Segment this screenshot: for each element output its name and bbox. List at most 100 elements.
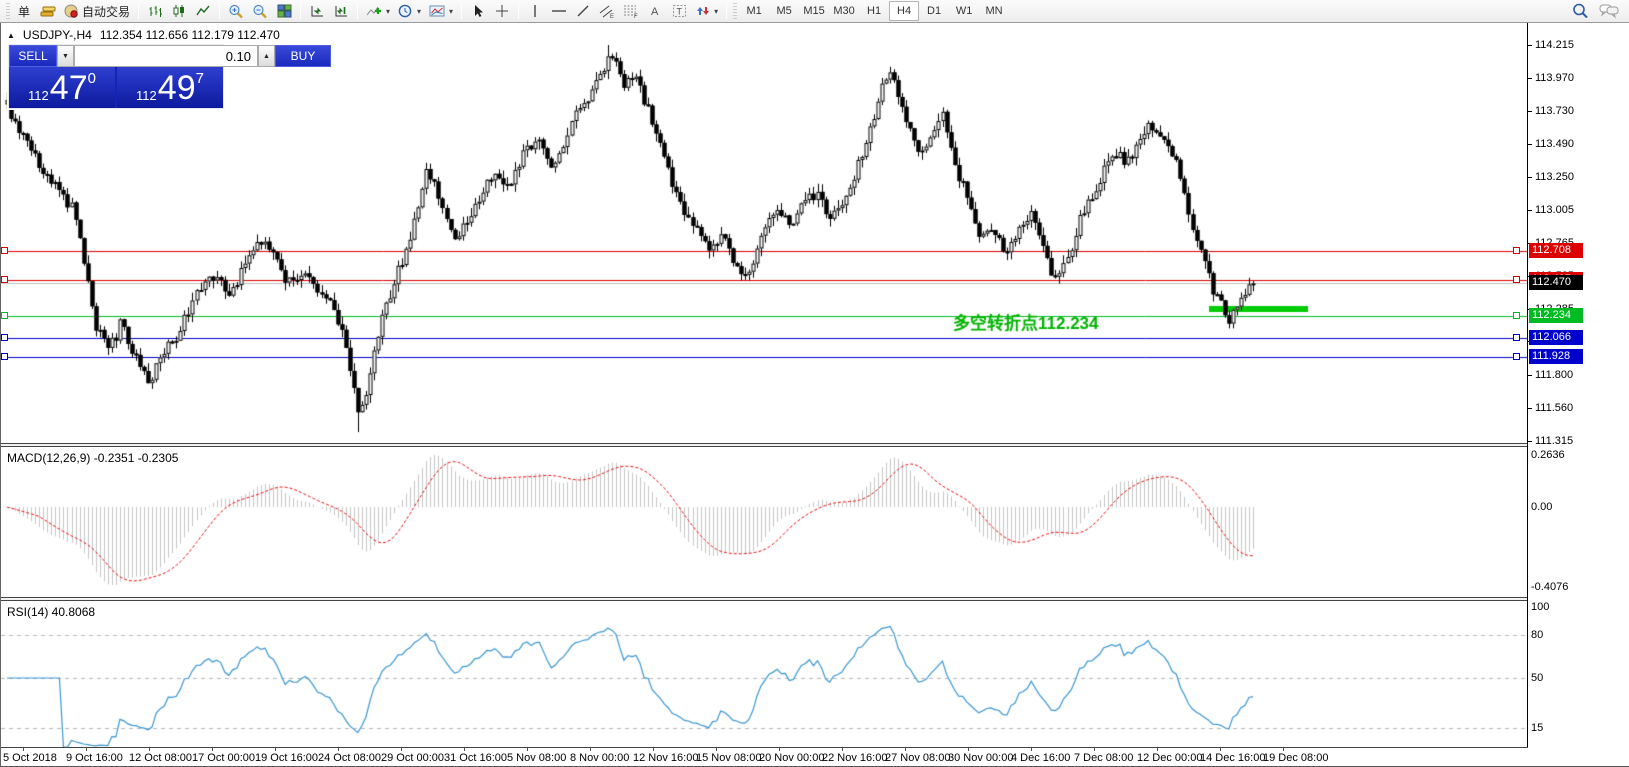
periods-caret-icon[interactable]: ▾ xyxy=(417,6,422,16)
volume-decrease-button[interactable]: ▼ xyxy=(57,45,74,67)
line-chart-button[interactable] xyxy=(191,1,215,21)
level-marker[interactable] xyxy=(1513,312,1520,319)
vertical-line-icon xyxy=(529,4,541,18)
arrows-caret-icon[interactable]: ▾ xyxy=(714,6,719,16)
timeframe-h1-button[interactable]: H1 xyxy=(859,1,889,21)
level-marker[interactable] xyxy=(1513,276,1520,283)
price-level-axis-label: 112.234 xyxy=(1529,308,1583,323)
toolbar-separator xyxy=(357,3,359,19)
buy-price-prefix: 112 xyxy=(136,88,157,103)
time-axis-tick xyxy=(842,748,843,751)
auto-scroll-button[interactable] xyxy=(305,1,329,21)
sell-button[interactable]: SELL xyxy=(9,45,57,67)
volume-input[interactable] xyxy=(74,45,258,67)
arrows-button[interactable]: ▾ xyxy=(691,1,722,21)
new-order-button[interactable]: 单 xyxy=(12,1,36,21)
toolbar-grip[interactable] xyxy=(6,3,10,19)
bar-chart-button[interactable] xyxy=(143,1,167,21)
tile-windows-button[interactable] xyxy=(272,1,296,21)
macd-axis-max-label: 0.2636 xyxy=(1531,449,1565,461)
timeframe-d1-button[interactable]: D1 xyxy=(919,1,949,21)
toolbar-grip[interactable] xyxy=(733,3,738,19)
price-chart-canvas[interactable] xyxy=(1,23,1527,443)
cursor-button[interactable] xyxy=(466,1,490,21)
time-axis-tick xyxy=(401,748,402,751)
indicators-caret-icon[interactable]: ▾ xyxy=(386,6,391,16)
timeframe-m30-button[interactable]: M30 xyxy=(829,1,859,21)
time-axis-tick xyxy=(1031,748,1032,751)
svg-text:A: A xyxy=(651,6,659,18)
periods-button[interactable]: ▾ xyxy=(394,1,425,21)
timeframe-m5-button[interactable]: M5 xyxy=(769,1,799,21)
templates-caret-icon[interactable]: ▾ xyxy=(449,6,454,16)
price-axis-tick xyxy=(1528,176,1532,178)
svg-text:F: F xyxy=(634,14,638,19)
timeframe-mn-button[interactable]: MN xyxy=(979,1,1009,21)
search-icon[interactable] xyxy=(1572,3,1589,19)
price-axis-tick-label: 111.560 xyxy=(1535,401,1574,414)
timeframe-w1-button[interactable]: W1 xyxy=(949,1,979,21)
level-marker[interactable] xyxy=(1513,334,1520,341)
buy-price-display[interactable]: 112 49 7 xyxy=(117,67,223,108)
collapse-arrow-icon[interactable]: ▲ xyxy=(7,30,15,40)
equidistant-channel-button[interactable]: E xyxy=(595,1,619,21)
templates-button[interactable]: ▾ xyxy=(425,1,457,21)
sell-price-main: 47 xyxy=(49,68,88,107)
level-marker[interactable] xyxy=(1,247,8,254)
toolbar-separator xyxy=(219,3,221,19)
horizontal-line-button[interactable] xyxy=(547,1,571,21)
rsi-indicator-canvas[interactable] xyxy=(1,601,1527,747)
horizontal-line-icon xyxy=(551,4,567,18)
time-axis-tick xyxy=(1283,748,1284,751)
time-axis-label: 5 Nov 08:00 xyxy=(507,752,567,764)
fibonacci-button[interactable]: F xyxy=(619,1,643,21)
level-marker[interactable] xyxy=(1,334,8,341)
level-marker[interactable] xyxy=(1,312,8,319)
chart-shift-button[interactable] xyxy=(329,1,353,21)
timeframe-m1-button[interactable]: M1 xyxy=(739,1,769,21)
zoom-in-icon xyxy=(228,4,244,19)
zoom-in-button[interactable] xyxy=(224,1,248,21)
time-axis-label: 15 Nov 08:00 xyxy=(696,752,762,764)
zoom-out-button[interactable] xyxy=(248,1,272,21)
chat-icon[interactable] xyxy=(1599,3,1619,19)
text-button[interactable]: A xyxy=(643,1,667,21)
time-axis[interactable]: 5 Oct 2018 9 Oct 16:00 12 Oct 08:00 17 Oct … xyxy=(1,747,1528,766)
macd-pane-splitter[interactable] xyxy=(1,443,1528,447)
trade-panel-prices: 112 47 0 112 49 7 xyxy=(9,67,223,108)
trade-panel-controls: SELL ▼ ▲ BUY xyxy=(9,45,331,67)
time-axis-label: 24 Oct 08:00 xyxy=(318,752,381,764)
vertical-line-button[interactable] xyxy=(523,1,547,21)
volume-increase-button[interactable]: ▲ xyxy=(258,45,275,67)
autotrading-button[interactable]: 自动交易 xyxy=(60,1,134,21)
rsi-pane-splitter[interactable] xyxy=(1,597,1528,601)
timeframe-m15-button[interactable]: M15 xyxy=(799,1,829,21)
bar-chart-icon xyxy=(148,4,163,18)
time-axis-tick xyxy=(23,748,24,751)
time-axis-tick xyxy=(275,748,276,751)
text-label-button[interactable]: T xyxy=(667,1,691,21)
indicators-button[interactable]: ▾ xyxy=(362,1,394,21)
macd-indicator-canvas[interactable] xyxy=(1,447,1527,597)
level-marker[interactable] xyxy=(1513,353,1520,360)
bid-price-label: 112.470 xyxy=(1529,275,1583,290)
level-marker[interactable] xyxy=(1,276,8,283)
price-axis-tick-label: 113.490 xyxy=(1535,138,1574,150)
market-watch-button[interactable] xyxy=(36,1,60,21)
buy-button[interactable]: BUY xyxy=(275,45,331,67)
sell-price-display[interactable]: 112 47 0 xyxy=(9,67,115,108)
chart-shift-icon xyxy=(333,4,349,18)
zoom-out-icon xyxy=(252,4,268,19)
buy-price-pip: 7 xyxy=(195,70,204,87)
level-marker[interactable] xyxy=(1,353,8,360)
trendline-button[interactable] xyxy=(571,1,595,21)
time-axis-tick xyxy=(968,748,969,751)
crosshair-button[interactable] xyxy=(490,1,514,21)
line-chart-icon xyxy=(195,4,211,18)
price-axis-tick-label: 114.215 xyxy=(1535,39,1574,51)
sell-price-pip: 0 xyxy=(87,70,96,87)
autotrading-icon xyxy=(64,4,79,18)
candlestick-button[interactable] xyxy=(167,1,191,21)
level-marker[interactable] xyxy=(1513,247,1520,254)
timeframe-h4-button[interactable]: H4 xyxy=(889,1,920,21)
